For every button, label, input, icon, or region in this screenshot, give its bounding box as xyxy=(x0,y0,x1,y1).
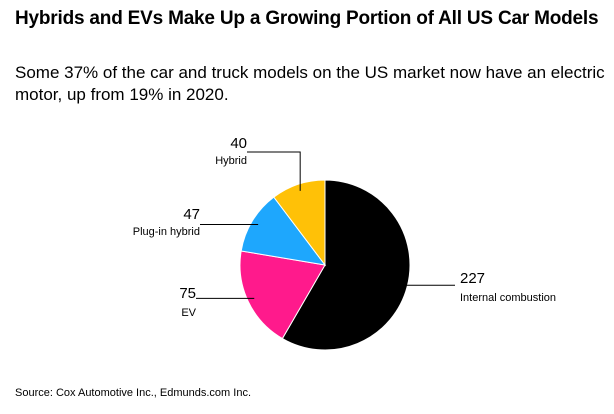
slice-category-label: Plug-in hybrid xyxy=(133,226,200,238)
pie-slice-ev xyxy=(239,250,326,340)
leader-lines xyxy=(196,151,455,299)
pie-slices xyxy=(239,179,411,351)
chart-subtitle: Some 37% of the car and truck models on … xyxy=(15,63,605,104)
pie-slice-plug-in-hybrid xyxy=(240,196,327,266)
pie-slice-hybrid xyxy=(273,179,326,267)
slice-category-label: Hybrid xyxy=(215,155,247,167)
leader-line xyxy=(247,151,301,191)
slice-value-label: 47 xyxy=(183,206,200,223)
slice-value-label: 227 xyxy=(460,270,485,287)
source-note: Source: Cox Automotive Inc., Edmunds.com… xyxy=(15,387,251,399)
chart-title: Hybrids and EVs Make Up a Growing Portio… xyxy=(15,8,599,29)
pie-slice-internal-combustion xyxy=(281,179,411,351)
slice-value-label: 40 xyxy=(230,135,247,152)
slice-value-label: 75 xyxy=(179,285,196,302)
slice-category-label: Internal combustion xyxy=(460,292,556,304)
slice-labels: 227 Internal combustion 75 EV 47 Plug-in hybr… xyxy=(133,135,556,319)
slice-category-label: EV xyxy=(181,307,196,319)
